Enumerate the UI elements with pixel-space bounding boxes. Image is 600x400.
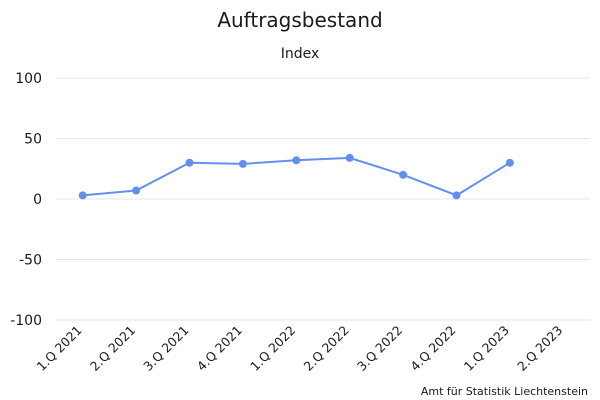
chart-credit: Amt für Statistik Liechtenstein	[421, 385, 588, 398]
x-axis-ticks: 1.Q 2021 2.Q 2021 3.Q 2021 4.Q 2021 1.Q 2022…	[34, 323, 566, 374]
x-tick-label: 2.Q 2022	[301, 323, 352, 374]
x-tick-label: 4.Q 2022	[407, 323, 458, 374]
data-point[interactable]	[452, 191, 461, 200]
x-tick-label: 2.Q 2023	[514, 323, 565, 374]
data-point[interactable]	[132, 186, 141, 195]
x-tick-label: 3.Q 2021	[140, 323, 191, 374]
series-layer	[78, 153, 514, 200]
y-tick-label: -100	[10, 313, 42, 329]
x-tick-label: 1.Q 2023	[461, 323, 512, 374]
x-tick-label: 2.Q 2021	[87, 323, 138, 374]
y-tick-label: -50	[19, 253, 42, 269]
x-tick-label: 3.Q 2022	[354, 323, 405, 374]
grid-lines	[56, 77, 590, 321]
data-point[interactable]	[78, 191, 87, 200]
data-point[interactable]	[185, 158, 194, 167]
data-point[interactable]	[505, 158, 514, 167]
x-tick-label: 1.Q 2022	[247, 323, 298, 374]
y-tick-label: 100	[15, 71, 42, 87]
chart-subtitle: Index	[281, 46, 320, 62]
data-point[interactable]	[238, 159, 247, 168]
y-tick-label: 50	[24, 132, 42, 148]
y-axis-ticks: 100 50 0 -50 -100	[10, 71, 42, 329]
chart-title: Auftragsbestand	[217, 8, 382, 32]
data-point[interactable]	[399, 170, 408, 179]
y-tick-label: 0	[33, 192, 42, 208]
data-point[interactable]	[292, 156, 301, 165]
x-tick-label: 1.Q 2021	[34, 323, 85, 374]
data-point[interactable]	[345, 153, 354, 162]
x-tick-label: 4.Q 2021	[194, 323, 245, 374]
